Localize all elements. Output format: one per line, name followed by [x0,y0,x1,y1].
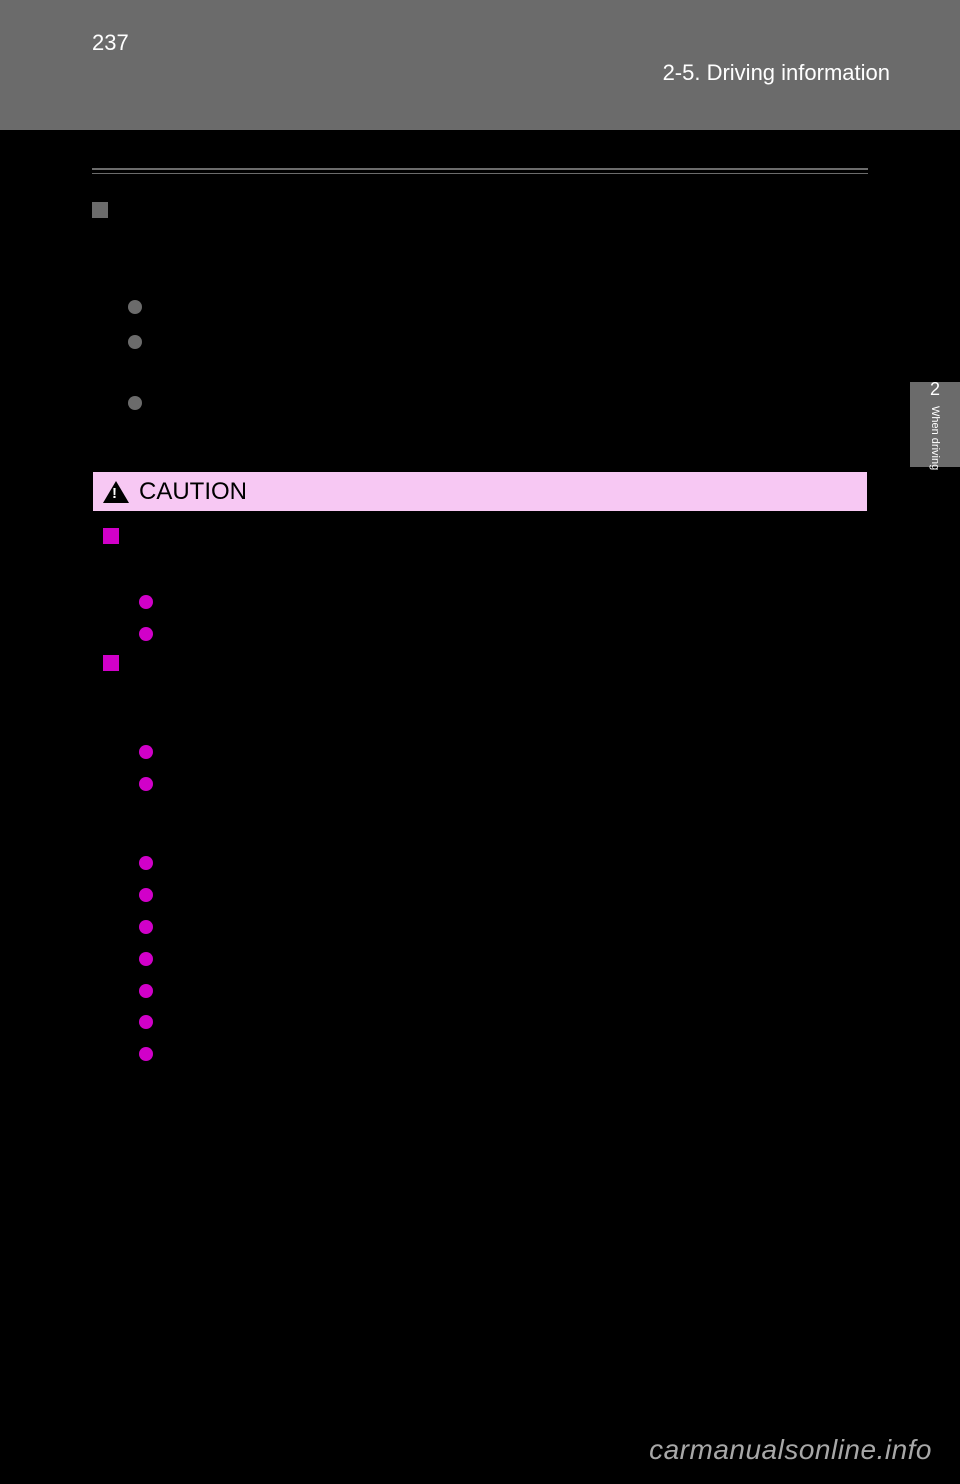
bullet-text: Do not place cargo or luggage in or on t… [167,771,857,842]
list-item: On the dashboard [139,978,857,1002]
square-bullet-icon [103,655,119,671]
bullet-text: Stow cargo and luggage in the luggage co… [167,739,857,763]
page-number: 237 [92,30,129,56]
list-item: On the luggage cover (if equipped) [139,914,857,938]
list-item: Do not place cargo or luggage in or on t… [139,771,857,842]
section-intro: Remove the cross rails and stow them ins… [116,231,868,284]
divider [92,168,868,174]
bullet-text: Secure all items in the occupant compart… [167,1041,857,1089]
list-item: Aerosol cans [139,621,857,645]
bullet-icon [128,396,142,410]
bullet-text: Make the interval between the front cros… [156,329,868,382]
bullet-icon [139,984,153,998]
bullet-text: Aerosol cans [167,621,857,645]
bullet-icon [139,856,153,870]
bullet-icon [139,745,153,759]
list-item: Secure all items in the occupant compart… [139,1041,857,1089]
caution-section-title: Things that must not be carried in the l… [127,526,603,547]
caution-section-intro: Observe the following precautions. Faili… [127,682,857,730]
list-item: Make the interval between the rear cross… [128,390,868,443]
caution-section-heading: Storage precautions [103,653,857,674]
bullet-text: At the feet of the driver [167,850,857,874]
caution-section-heading: Things that must not be carried in the l… [103,526,857,547]
footer-watermark: carmanualsonline.info [649,1434,932,1466]
list-item: Make the interval between the front cros… [128,329,868,382]
section-heading-text: When the roof luggage carrier is not use… [116,200,483,223]
square-bullet-icon [103,528,119,544]
section-heading: When the roof luggage carrier is not use… [92,200,868,223]
list-item: On the pocket or tray that has no lid [139,1009,857,1033]
bullet-icon [139,952,153,966]
list-item: Make sure the cross rails are installed … [128,294,868,321]
bullet-text: Receptacles containing gasoline [167,589,857,613]
list-item: On the instrument panel [139,946,857,970]
bullet-icon [139,595,153,609]
bullet-text: On the instrument panel [167,946,857,970]
section-title: 2-5. Driving information [663,60,890,86]
caution-section-title: Storage precautions [127,653,288,674]
bullet-icon [139,888,153,902]
bullet-icon [139,627,153,641]
bullet-list: Receptacles containing gasoline Aerosol c… [139,589,857,645]
bullet-icon [139,777,153,791]
bullet-list: Make sure the cross rails are installed … [128,294,868,443]
bullet-text: On the front passenger or rear seats (wh… [167,882,857,906]
warning-icon [103,481,129,503]
bullet-icon [128,300,142,314]
caution-header: CAUTION [93,472,867,512]
square-bullet-icon [92,202,108,218]
caution-content: Things that must not be carried in the l… [93,512,867,1107]
caution-box: CAUTION Things that must not be carried … [92,471,868,1108]
bullet-text: Make the interval between the rear cross… [156,390,868,443]
bullet-icon [139,920,153,934]
bullet-text: Make sure the cross rails are installed … [156,294,868,321]
list-item: At the feet of the driver [139,850,857,874]
bullet-icon [139,1015,153,1029]
bullet-text: On the dashboard [167,978,857,1002]
list-item: On the front passenger or rear seats (wh… [139,882,857,906]
list-item: Stow cargo and luggage in the luggage co… [139,739,857,763]
page: 237 2-5. Driving information 2 When driv… [0,0,960,1484]
bullet-list: Stow cargo and luggage in the luggage co… [139,739,857,1089]
bullet-text: On the pocket or tray that has no lid [167,1009,857,1033]
bullet-icon [139,1047,153,1061]
caution-section-intro: The following things may cause a fire if… [127,555,857,579]
bullet-icon [128,335,142,349]
bullet-text: On the luggage cover (if equipped) [167,914,857,938]
page-body: When the roof luggage carrier is not use… [0,130,960,1108]
caution-label: CAUTION [139,478,247,506]
page-header: 237 2-5. Driving information [0,0,960,130]
list-item: Receptacles containing gasoline [139,589,857,613]
